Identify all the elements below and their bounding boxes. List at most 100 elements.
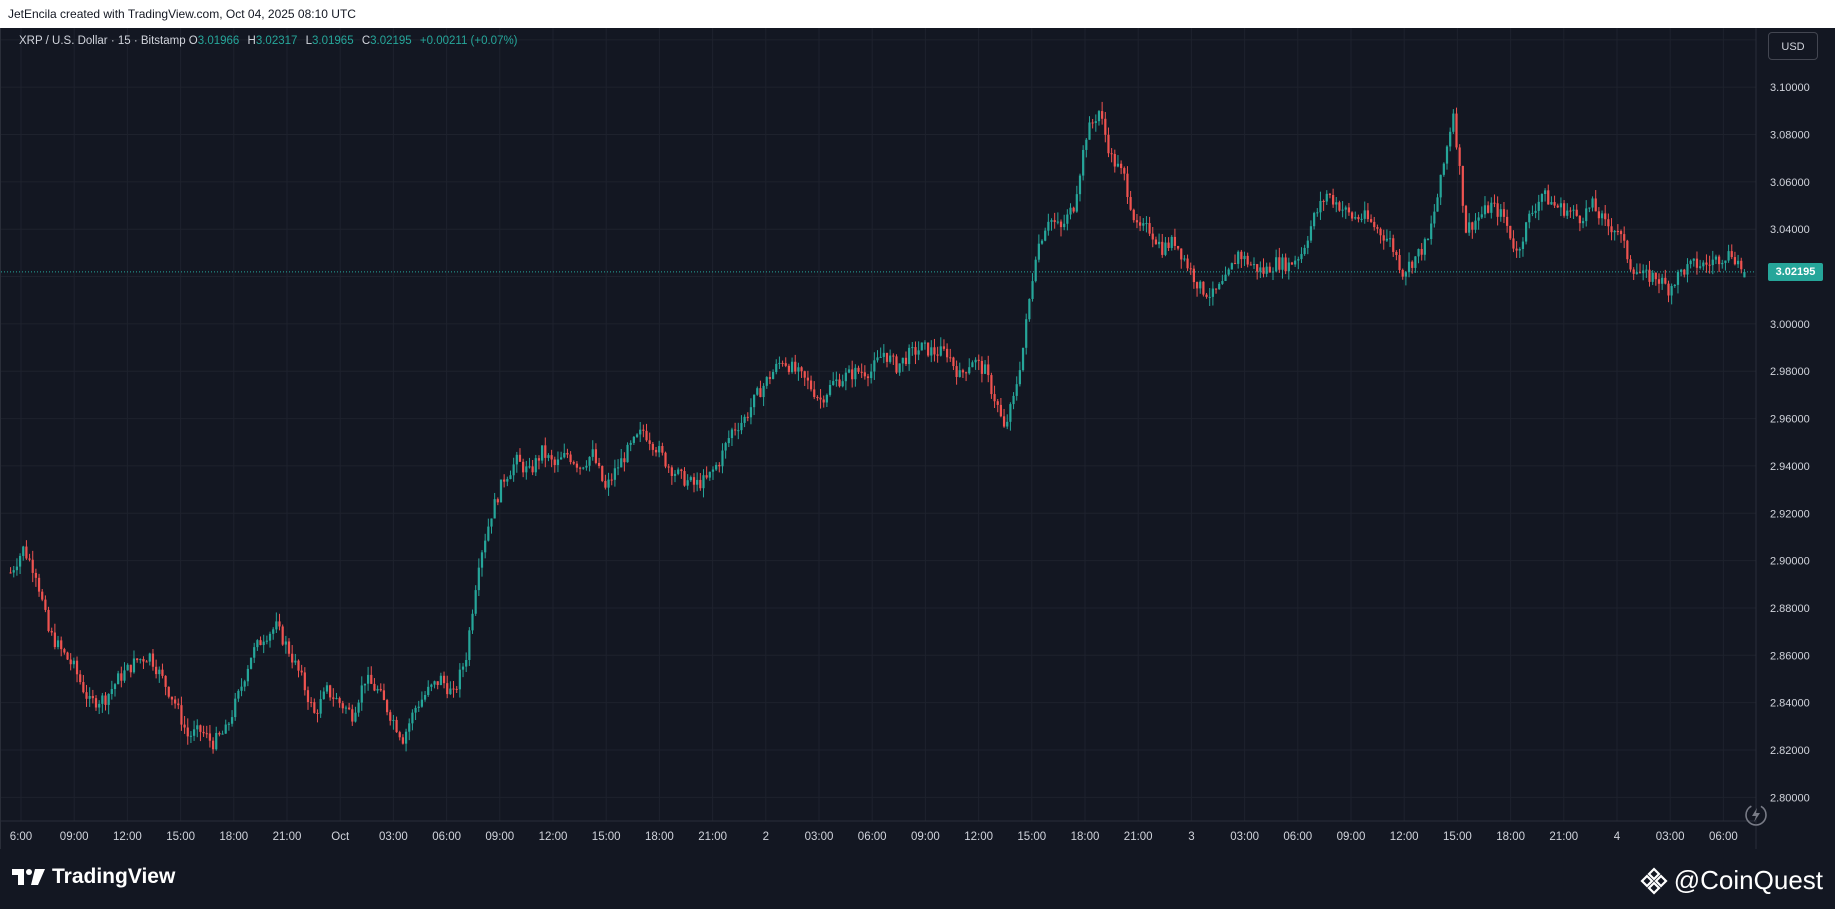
- candle: [1328, 193, 1332, 199]
- time-axis[interactable]: 6:00 09:00 12:00 15:00 18:00 21:00 Oct 03:00 06:…: [10, 831, 1738, 843]
- candle-body: [1483, 205, 1487, 215]
- candle-body: [794, 361, 797, 372]
- candle: [1037, 234, 1040, 263]
- candle-body: [958, 370, 961, 377]
- tradingview-wordmark: TradingView: [52, 865, 176, 888]
- candle-body: [1521, 241, 1525, 250]
- time-tick-label: 12:00: [964, 831, 993, 843]
- candle: [91, 689, 94, 704]
- candle-body: [1192, 268, 1196, 283]
- candle-body: [746, 416, 749, 418]
- candle-body: [1331, 195, 1335, 205]
- candle-body: [999, 404, 1003, 417]
- candle-body: [620, 458, 623, 468]
- candle: [974, 357, 977, 370]
- candle-body: [594, 449, 598, 463]
- candle-body: [1262, 267, 1265, 274]
- candle-body: [389, 712, 392, 721]
- candle-body: [1461, 165, 1464, 206]
- candle: [1316, 208, 1319, 217]
- candle-body: [1021, 347, 1025, 371]
- candle-body: [1547, 190, 1550, 205]
- candle: [677, 467, 680, 476]
- candle: [249, 657, 253, 670]
- candle-body: [132, 658, 136, 673]
- candle: [474, 585, 477, 617]
- candle: [72, 657, 75, 669]
- replay-icon[interactable]: [1741, 800, 1771, 830]
- candle-body: [265, 640, 268, 642]
- candle-body: [208, 733, 212, 741]
- candle-body: [1629, 259, 1632, 270]
- candle: [1509, 225, 1512, 240]
- candle: [1180, 248, 1183, 269]
- symbol-legend: XRP / U.S. Dollar · 15 · Bitstamp O3.019…: [19, 35, 523, 47]
- candle: [253, 642, 256, 663]
- candle: [980, 356, 984, 383]
- candle-body: [1350, 212, 1354, 219]
- candle: [465, 652, 468, 673]
- candle-body: [1053, 220, 1056, 223]
- candle-body: [313, 702, 316, 713]
- candle-body: [550, 455, 553, 460]
- candle: [427, 680, 430, 697]
- candle-body: [41, 591, 44, 600]
- candle-body: [1499, 209, 1502, 217]
- candle: [1306, 235, 1309, 255]
- time-tick-label: 06:00: [1709, 831, 1738, 843]
- candle-body: [740, 422, 743, 431]
- candle: [607, 472, 610, 496]
- candle-body: [942, 346, 946, 349]
- candle: [129, 664, 132, 678]
- candle-body: [566, 452, 569, 455]
- price-axis[interactable]: 3.120003.100003.080003.060003.040003.020…: [1770, 35, 1810, 804]
- candle: [107, 693, 110, 715]
- chart-pane[interactable]: 3.120003.100003.080003.060003.040003.020…: [0, 28, 1835, 849]
- candle-body: [1692, 258, 1695, 261]
- symbol-label[interactable]: XRP / U.S. Dollar · 15 · Bitstamp: [19, 35, 186, 47]
- candle-body: [382, 690, 386, 701]
- candle-body: [531, 466, 534, 473]
- candle-body: [1610, 226, 1613, 233]
- candle-body: [1037, 243, 1040, 260]
- currency-button[interactable]: USD: [1768, 32, 1818, 60]
- candle: [1164, 236, 1167, 257]
- candle: [1252, 257, 1256, 270]
- candle-body: [180, 705, 183, 725]
- candle-body: [480, 552, 484, 568]
- candle: [1689, 259, 1692, 269]
- candle-body: [904, 357, 908, 365]
- candle-body: [1078, 175, 1082, 195]
- candle: [1145, 216, 1148, 233]
- candle: [1205, 292, 1208, 299]
- candle-body: [705, 475, 708, 478]
- candle: [31, 550, 34, 583]
- candle-body: [1082, 149, 1085, 176]
- candle-body: [914, 347, 917, 355]
- candle-body: [1543, 190, 1547, 195]
- candle: [1651, 270, 1654, 286]
- candle: [433, 680, 436, 689]
- candle-body: [332, 697, 335, 699]
- grid-lines: [1, 28, 1756, 821]
- candle-body: [1490, 202, 1493, 213]
- candle: [781, 360, 784, 367]
- candle: [117, 670, 120, 685]
- candle-body: [1379, 228, 1382, 236]
- candle: [1414, 256, 1417, 273]
- price-chart[interactable]: 3.120003.100003.080003.060003.040003.020…: [1, 28, 1835, 849]
- candle: [487, 518, 490, 542]
- candle: [18, 553, 22, 574]
- candle-body: [1328, 193, 1332, 196]
- candle: [825, 393, 828, 408]
- candle-body: [588, 456, 591, 466]
- price-tick-label: 2.98000: [1770, 366, 1810, 378]
- candle-body: [790, 361, 794, 373]
- candle-body: [398, 732, 401, 738]
- candle-body: [1569, 210, 1572, 212]
- candle-body: [971, 362, 974, 368]
- candle-body: [1506, 216, 1509, 226]
- candle: [531, 459, 534, 476]
- tradingview-logo[interactable]: TradingView: [12, 865, 175, 889]
- candle-body: [395, 719, 398, 733]
